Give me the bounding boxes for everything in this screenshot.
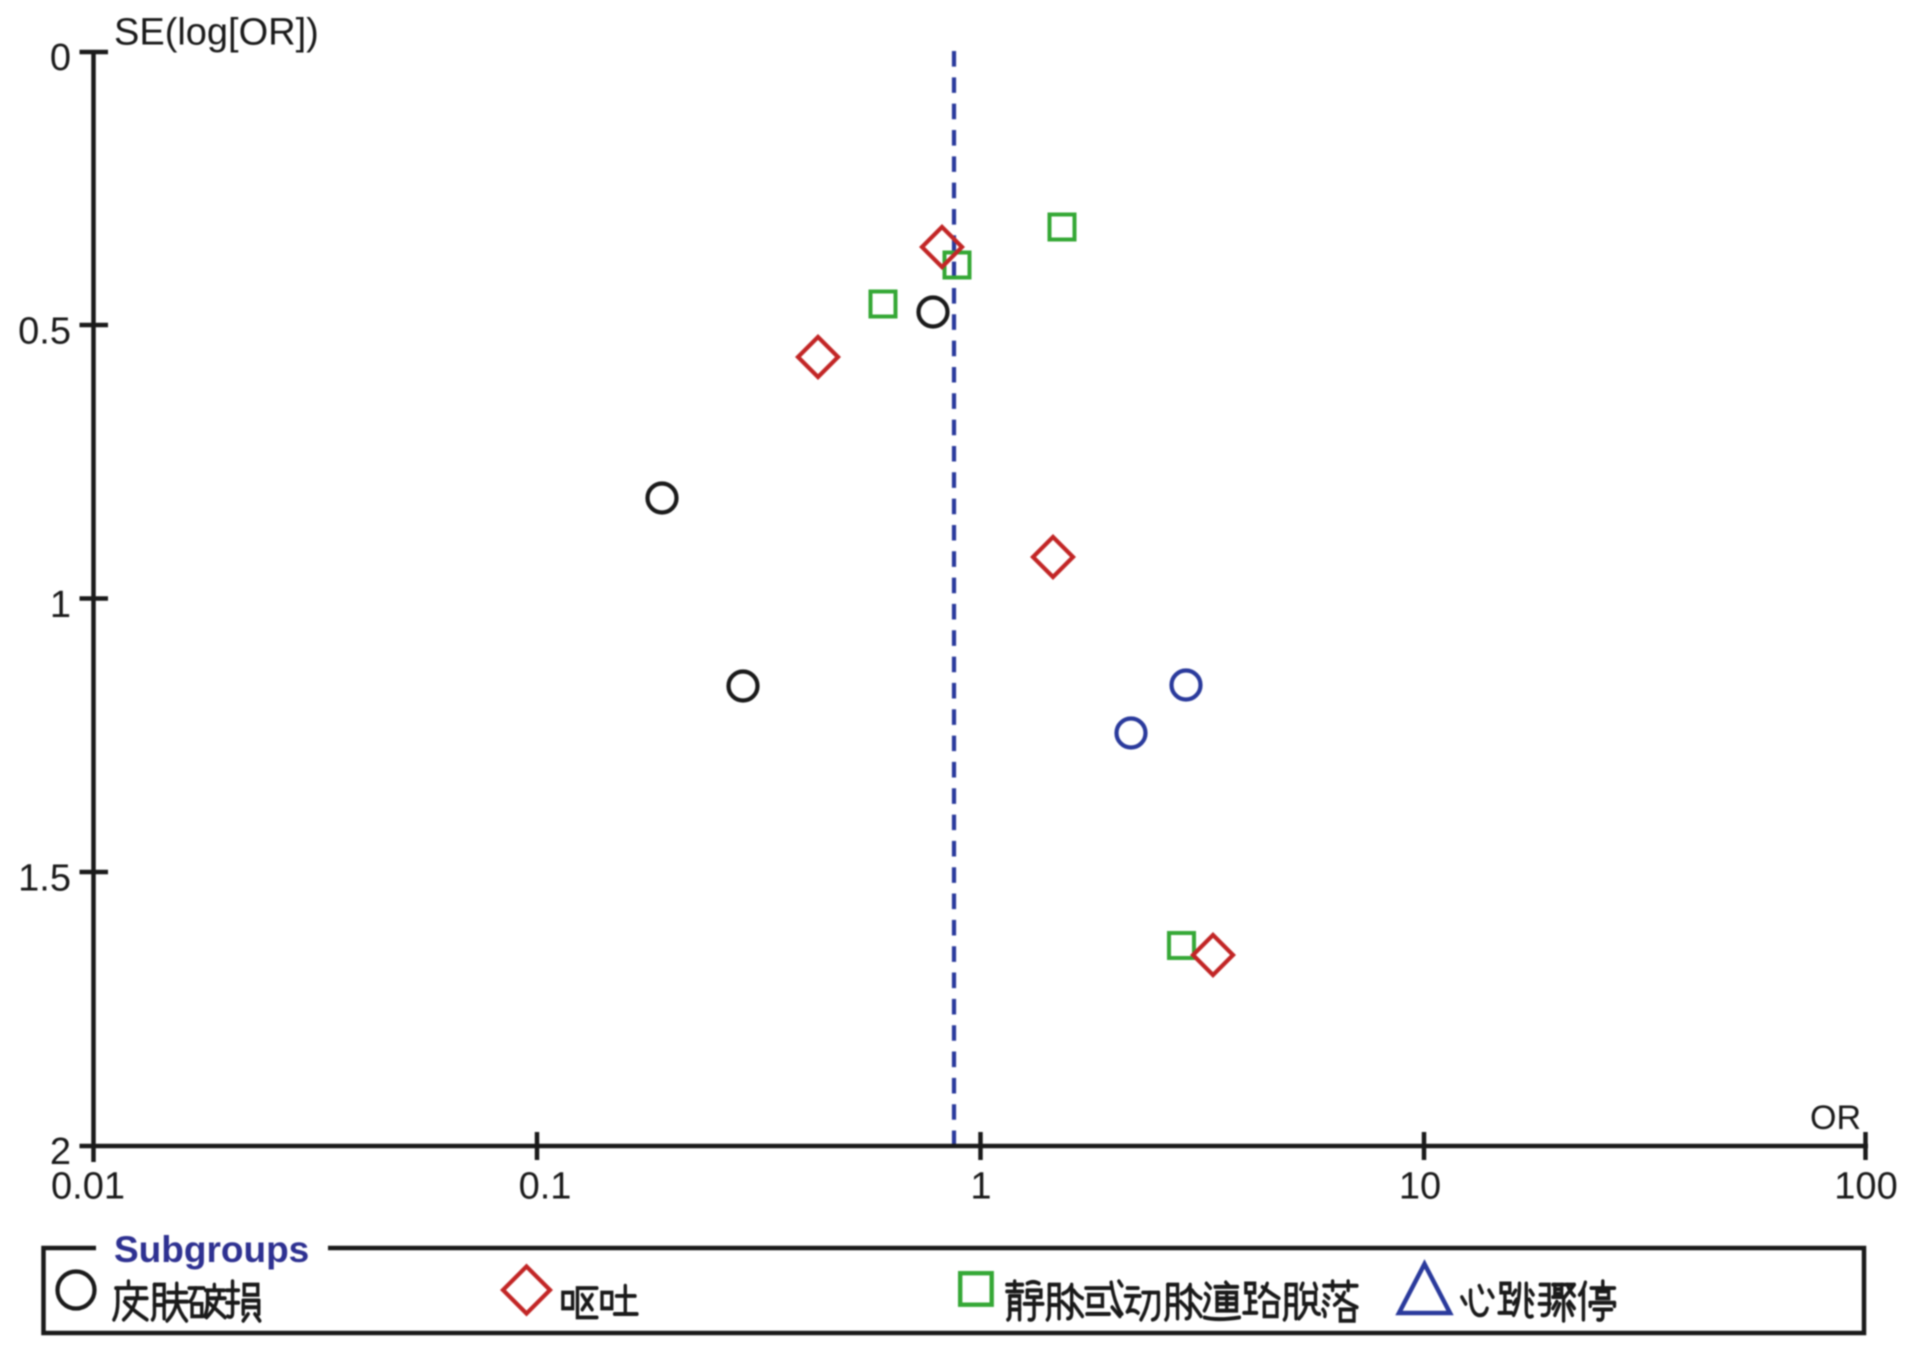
svg-text:0.5: 0.5 <box>18 311 71 353</box>
svg-text:1: 1 <box>50 584 71 626</box>
svg-text:0.01: 0.01 <box>51 1166 125 1208</box>
svg-text:10: 10 <box>1399 1166 1441 1208</box>
svg-text:Subgroups: Subgroups <box>114 1229 309 1270</box>
svg-text:1.5: 1.5 <box>18 858 71 900</box>
svg-text:OR: OR <box>1810 1099 1861 1137</box>
svg-text:SE(log[OR]): SE(log[OR]) <box>114 12 319 54</box>
svg-text:0: 0 <box>50 37 71 79</box>
svg-text:2: 2 <box>50 1131 71 1173</box>
svg-text:1: 1 <box>970 1166 991 1208</box>
svg-text:0.1: 0.1 <box>519 1166 572 1208</box>
svg-text:100: 100 <box>1834 1166 1897 1208</box>
